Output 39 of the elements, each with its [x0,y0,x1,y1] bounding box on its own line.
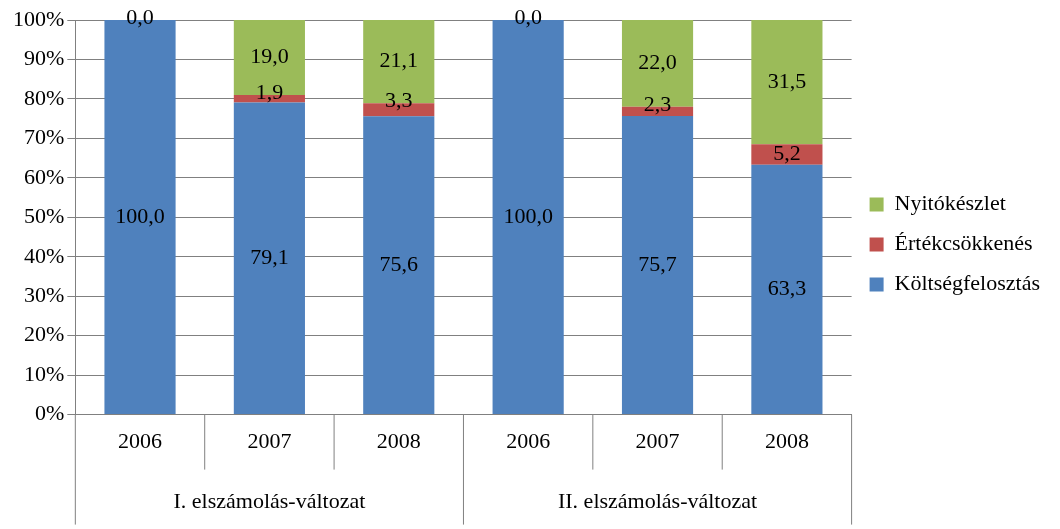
data-label: 19,0 [250,43,289,69]
y-tick-label: 50% [24,203,65,229]
y-tick-label: 60% [24,163,65,189]
data-label: 22,0 [638,49,677,75]
x-tick-label: 2006 [118,427,163,453]
data-label: 63,3 [767,275,807,301]
x-tick-label: 2006 [506,427,551,453]
y-tick-label: 20% [24,321,65,347]
text: I. elszámolás-változat [173,488,366,514]
x-tick-label: 2008 [764,427,809,453]
bar [233,102,305,415]
bar [751,164,823,415]
bar [751,20,823,145]
data-label: 21,1 [379,47,419,73]
data-label: 75,7 [638,250,677,276]
y-tick-label: 10% [24,360,65,386]
x-tick-label: 2007 [635,427,680,453]
y-tick-label: 70% [24,124,65,150]
legend-label: Nyitókészlet [894,190,1006,216]
bar [751,144,823,165]
x-tick-label: 2008 [376,427,421,453]
y-tick-label: 80% [24,84,65,110]
data-label: 100,0 [503,202,553,228]
data-label: 5,2 [773,140,801,166]
data-label: 31,5 [767,67,807,93]
data-label: 75,6 [379,250,419,276]
data-label: 100,0 [115,202,165,228]
legend-label: Költségfelosztás [894,270,1040,296]
bar [363,116,435,415]
y-tick-label: 30% [24,282,65,307]
y-tick-label: 0% [35,400,65,426]
data-label: 79,1 [250,244,289,270]
legend-label: Értékcsökkenés [894,230,1033,256]
x-tick-label: 2007 [247,427,292,453]
y-tick-label: 90% [24,45,65,71]
y-tick-label: 100% [13,5,65,31]
bar [621,115,694,415]
text: II. elszámolás-változat [557,488,758,514]
y-tick-label: 40% [24,242,65,268]
